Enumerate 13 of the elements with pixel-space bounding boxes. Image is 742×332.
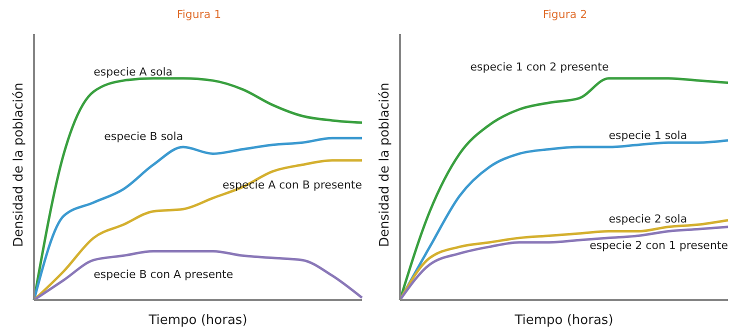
- y-axis-title: Densidad de la población: [12, 82, 27, 247]
- series-label: especie B con A presente: [94, 268, 234, 282]
- x-axis-title: Tiempo (horas): [148, 313, 248, 328]
- series-label: especie 1 sola: [608, 129, 688, 142]
- series-label: especie A sola: [94, 66, 173, 79]
- series-label: especie 2 sola: [608, 212, 688, 226]
- x-axis-title: Tiempo (horas): [514, 313, 614, 328]
- y-axis-title: Densidad de la población: [378, 82, 393, 247]
- series-label: especie B sola: [104, 130, 184, 144]
- chart-title: Figura 2: [542, 8, 588, 23]
- series-label: especie 1 con 2 presente: [470, 60, 609, 74]
- series-label: especie 2 con 1 presente: [590, 238, 728, 252]
- chart-title: Figura 1: [176, 8, 222, 23]
